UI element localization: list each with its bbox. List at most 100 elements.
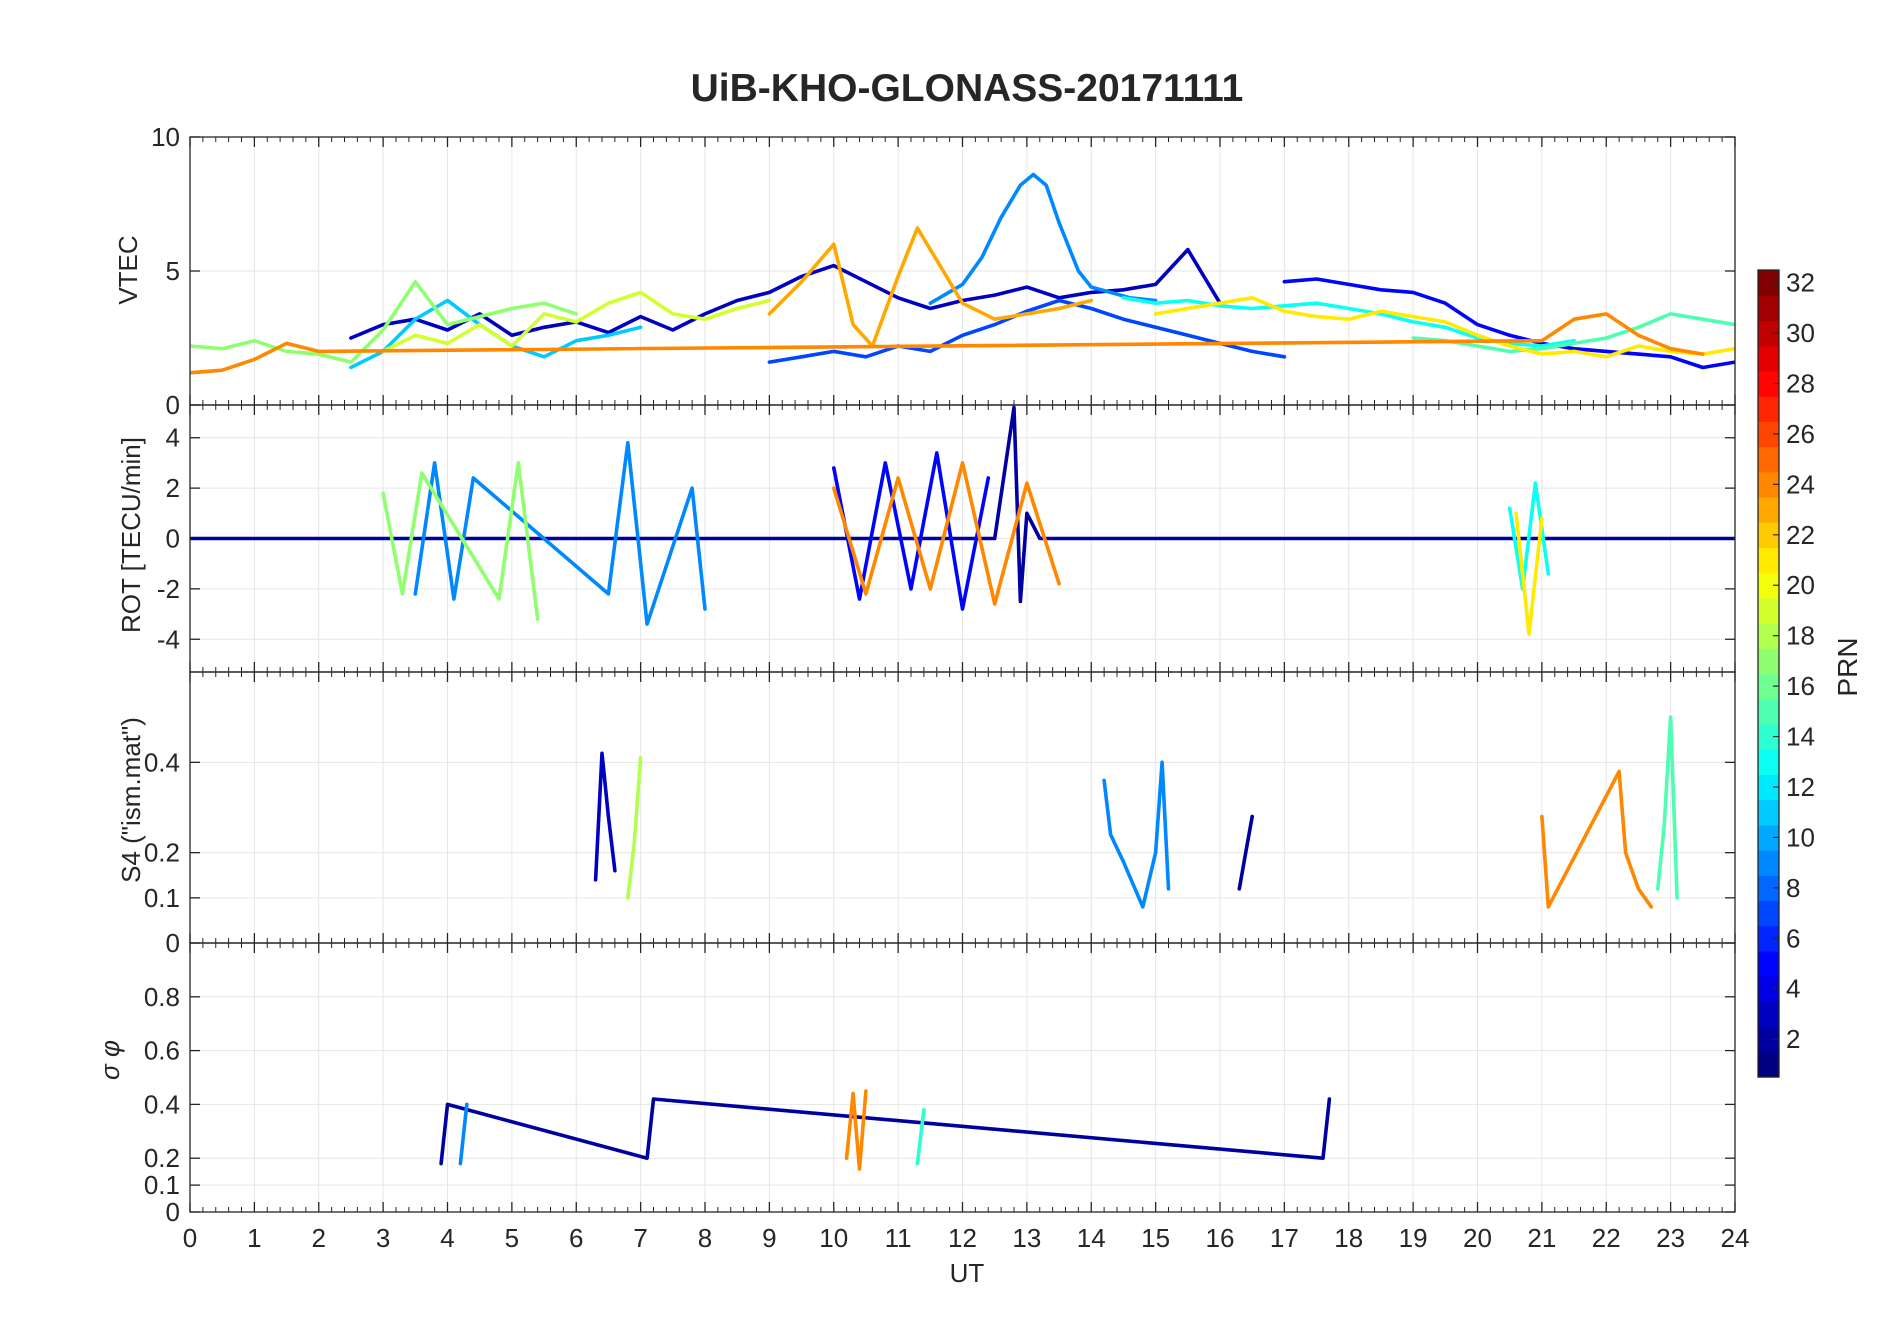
x-tick-label: 11: [885, 1223, 912, 1253]
colorbar-tick-label: 20: [1786, 570, 1815, 600]
colorbar-segment: [1758, 648, 1779, 675]
vtec-series-prn-15: [1411, 312, 1735, 354]
colorbar-segment: [1758, 749, 1779, 775]
rot-y-tick-label: 2: [166, 473, 180, 503]
colorbar-tick-label: 12: [1786, 772, 1815, 802]
x-tick-label: 6: [569, 1223, 583, 1253]
x-tick-label: 1: [247, 1223, 261, 1253]
colorbar-segment: [1758, 320, 1779, 347]
sigma_phi-series-group: [439, 1089, 1332, 1171]
colorbar-tick-label: 18: [1786, 621, 1815, 651]
colorbar-segment: [1758, 900, 1779, 927]
vtec-y-label: VTEC: [113, 235, 143, 304]
colorbar-segment: [1758, 950, 1779, 977]
rot-y-tick-label: -4: [157, 624, 180, 654]
vtec-series-group: [190, 172, 1735, 375]
colorbar-segment: [1758, 572, 1779, 599]
colorbar-segment: [1758, 1001, 1779, 1028]
x-tick-label: 19: [1399, 1223, 1428, 1253]
x-tick-label: 16: [1206, 1223, 1235, 1253]
vtec-y-tick-label: 5: [166, 256, 180, 286]
x-tick-label: 15: [1141, 1223, 1170, 1253]
vtec-y-tick-label: 0: [166, 390, 180, 420]
colorbar-segment: [1758, 446, 1779, 473]
colorbar-segment: [1758, 623, 1779, 649]
x-tick-label: 7: [633, 1223, 647, 1253]
colorbar-tick-label: 32: [1786, 268, 1815, 298]
colorbar-segment: [1758, 723, 1779, 750]
colorbar-tick-label: 22: [1786, 520, 1815, 550]
s4-series-prn-24: [1540, 769, 1654, 909]
sigma_phi-series-prn-14: [915, 1108, 926, 1166]
x-tick-label: 18: [1334, 1223, 1363, 1253]
colorbar-segment: [1758, 925, 1779, 952]
x-tick-label: 12: [948, 1223, 977, 1253]
s4-y-tick-label: 0.1: [144, 883, 180, 913]
s4-y-tick-label: 0: [166, 928, 180, 958]
x-tick-label: 0: [183, 1223, 197, 1253]
colorbar-segment: [1758, 396, 1779, 422]
rot-series-prn-21: [1514, 511, 1544, 636]
colorbar-segment: [1758, 1051, 1779, 1078]
vtec-series-prn-21: [1153, 296, 1735, 359]
x-tick-label: 24: [1721, 1223, 1750, 1253]
colorbar-segment: [1758, 1026, 1779, 1053]
vtec-series-prn-7: [767, 298, 1287, 364]
s4-series-prn-2: [1237, 814, 1254, 891]
colorbar-segment: [1758, 370, 1779, 397]
chart-title: UiB-KHO-GLONASS-20171111: [691, 67, 1244, 110]
colorbar-segment: [1758, 270, 1779, 296]
colorbar-tick-label: 30: [1786, 318, 1815, 348]
vtec-series-prn-9: [928, 172, 1158, 305]
x-tick-label: 22: [1592, 1223, 1621, 1253]
rot-y-tick-label: 0: [166, 524, 180, 554]
colorbar-segment: [1758, 799, 1779, 826]
s4-series-prn-3: [593, 751, 617, 882]
colorbar-tick-label: 2: [1786, 1024, 1800, 1054]
s4-series-prn-18: [626, 756, 643, 900]
sigma_phi-panel: 0 1 2 3 4 5 6 7 8 9 10 11 12 13 14 15 16 17 18 19 20 21 22 23 24…: [144, 942, 1750, 1253]
sigma_phi-series-prn-24: [844, 1089, 868, 1171]
x-tick-label: 14: [1077, 1223, 1106, 1253]
rot-panel: -4 -2 0 2 4: [157, 404, 1736, 673]
s4-y-tick-label: 0.2: [144, 838, 180, 868]
x-tick-label: 10: [819, 1223, 848, 1253]
sigma_phi-y-tick-label: 0.4: [144, 1089, 180, 1119]
colorbar-segment: [1758, 774, 1779, 801]
colorbar-segment: [1758, 295, 1779, 322]
sigma_phi-axes-frame: [189, 942, 1736, 1213]
rot-series-prn-5: [832, 451, 991, 611]
colorbar-segment: [1758, 673, 1779, 700]
colorbar-segment: [1758, 824, 1779, 851]
x-tick-label: 23: [1656, 1223, 1685, 1253]
colorbar-tick-label: 26: [1786, 419, 1815, 449]
colorbar-segment: [1758, 698, 1779, 725]
x-tick-label: 21: [1527, 1223, 1556, 1253]
rot-series-prn-17: [381, 461, 540, 621]
s4-series-group: [593, 715, 1679, 909]
vtec-series-prn-19: [381, 290, 772, 354]
x-tick-label: 5: [505, 1223, 519, 1253]
x-tick-label: 20: [1463, 1223, 1492, 1253]
rot-series-prn-9: [413, 441, 707, 626]
sigma_phi-y-tick-label: 0.8: [144, 982, 180, 1012]
colorbar-tick-label: 28: [1786, 368, 1815, 398]
rot-series-group: [190, 405, 1735, 636]
x-tick-label: 17: [1270, 1223, 1299, 1253]
x-axis-label: UT: [950, 1258, 985, 1288]
vtec-series-prn-5: [1282, 277, 1735, 370]
s4-y-tick-label: 0.4: [144, 747, 180, 777]
colorbar-tick-label: 24: [1786, 469, 1815, 499]
x-tick-label: 9: [762, 1223, 776, 1253]
colorbar-segment: [1758, 850, 1779, 876]
sigma-phi-y-label: σ φ: [95, 1040, 125, 1080]
vtec-series-prn-24: [190, 312, 1705, 375]
colorbar-segment: [1758, 597, 1779, 624]
rot-y-tick-label: -2: [157, 574, 180, 604]
x-tick-label: 3: [376, 1223, 390, 1253]
colorbar-tick-label: 4: [1786, 974, 1800, 1004]
rot-series-prn-2: [190, 405, 1735, 604]
colorbar-frame: [1757, 269, 1780, 1078]
